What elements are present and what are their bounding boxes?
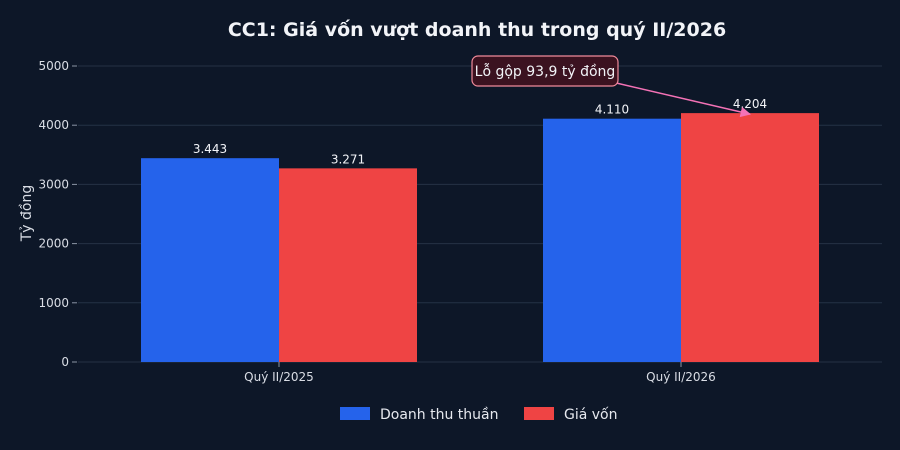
chart-title: CC1: Giá vốn vượt doanh thu trong quý II…: [228, 18, 726, 41]
y-axis-title: Tỷ đồng: [18, 185, 35, 243]
x-tick-label: Quý II/2026: [646, 370, 716, 384]
y-tick-label: 5000: [38, 59, 69, 73]
y-tick-label: 3000: [38, 177, 69, 191]
x-tick-label: Quý II/2025: [244, 370, 314, 384]
annotation-box: [471, 55, 619, 87]
legend-label: Giá vốn: [564, 406, 618, 423]
bar-value-label: 3.443: [193, 142, 227, 156]
y-tick-label: 4000: [38, 118, 69, 132]
bar: [543, 118, 681, 362]
legend-swatch: [524, 407, 554, 420]
y-axis-ticks: 0 1000 2000 3000 4000 5000: [38, 59, 77, 369]
y-tick-label: 0: [61, 355, 69, 369]
y-tick-label: 2000: [38, 237, 69, 251]
bars: [141, 113, 819, 362]
annotation: Lỗ gộp 93,9 tỷ đồng: [471, 55, 752, 118]
bar-value-label: 4.204: [733, 97, 767, 111]
bar-value-label: 4.110: [595, 103, 629, 117]
x-axis-ticks: Quý II/2025 Quý II/2026: [244, 362, 716, 384]
y-tick-label: 1000: [38, 296, 69, 310]
legend-label: Doanh thu thuần: [380, 407, 499, 423]
legend-swatch: [340, 407, 370, 420]
bar-value-label: 3.271: [331, 152, 365, 166]
legend: Doanh thu thuần Giá vốn: [340, 406, 618, 423]
bar: [141, 158, 279, 362]
annotation-text: Lỗ gộp 93,9 tỷ đồng: [475, 63, 616, 80]
bar: [681, 113, 819, 362]
annotation-arrow: [611, 81, 752, 118]
bar: [279, 168, 417, 362]
